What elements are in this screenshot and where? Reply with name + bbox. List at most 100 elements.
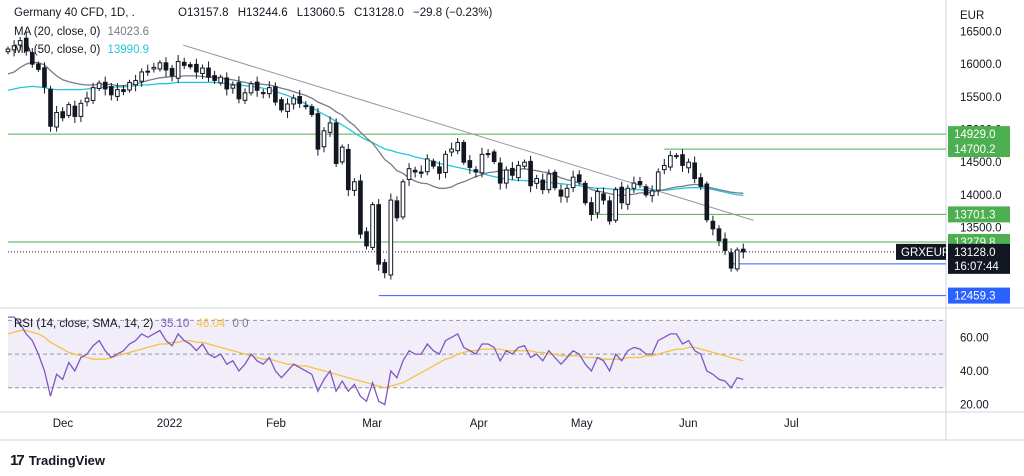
candle [376,204,382,265]
candle [522,161,527,167]
ma50-value: 13990.9 [107,44,150,56]
candle [655,171,661,191]
candle [102,81,108,90]
candle [17,40,23,46]
candle [497,162,503,184]
candle [187,64,193,68]
price-tick-label: 16000.0 [960,59,1002,71]
open-value: O13157.8 [178,7,229,19]
candle [619,186,625,204]
candle [279,99,284,111]
candle [358,180,363,235]
candle [194,63,199,73]
level-label-box [948,141,1010,158]
candle [84,97,90,103]
candle [333,122,339,164]
candle [260,92,266,95]
candle [740,248,746,253]
candle [686,161,691,169]
candle [200,67,205,75]
time-axis-label: Feb [266,418,286,430]
candle [181,61,187,66]
candle [212,75,217,81]
candle [394,200,400,219]
ma50-line [7,81,744,197]
candle [716,228,722,242]
symbol-tag-text: GRXEUR [901,247,950,259]
candle [23,37,29,52]
candle [528,160,533,187]
candle [552,171,558,189]
candle [400,181,406,218]
candle [631,182,637,189]
candle [11,45,17,51]
candle [139,71,145,82]
level-label-box [948,206,1010,223]
candle [418,171,424,174]
candle [169,67,175,77]
candle [175,60,181,79]
price-tick-label: 15500.0 [960,92,1002,104]
candle [370,204,375,248]
candle [42,67,47,88]
rsi-legend[interactable]: RSI (14, close, SMA, 14, 2) 35.10 46.04 … [14,318,249,330]
candle [661,164,667,171]
tradingview-logo-icon: 17 [10,452,25,469]
ma20-legend[interactable]: MA (20, close, 0) 14023.6 [14,26,149,38]
price-tag-box [948,243,1010,274]
ma50-legend[interactable]: MA (50, close, 0) 13990.9 [14,44,149,56]
candle [461,142,467,163]
candle [29,52,35,65]
candle [595,191,600,214]
candle [315,113,321,150]
candle [431,160,436,167]
candle [364,231,369,247]
candle [540,179,546,191]
candle [72,105,78,117]
candle [108,86,114,96]
candle [455,142,460,152]
candle [66,104,72,116]
currency-label: EUR [960,10,984,22]
rsi-line [8,316,744,406]
candle [564,187,570,198]
candle [254,81,260,91]
candle [674,155,679,158]
candle [668,155,673,168]
candle [285,103,290,112]
candle [570,176,576,189]
candle [309,106,315,115]
candle [206,67,211,78]
candle [516,164,521,179]
symbol-title[interactable]: Germany 40 CFD, 1D, . [14,7,135,19]
candle [710,220,716,230]
rsi-tick-label: 20.00 [960,400,989,412]
level-label-text: 12459.3 [954,291,996,303]
candle [406,168,412,180]
candle [728,252,734,269]
price-tick-label: 13500.0 [960,223,1002,235]
ma20-value: 14023.6 [107,26,150,38]
level-label-box [948,126,1010,143]
candle [5,48,11,53]
price-tick-label: 14000.0 [960,190,1002,202]
candle [443,153,448,174]
time-axis-label: Dec [53,418,74,430]
tradingview-logo[interactable]: 17 TradingView [10,452,105,469]
rsi-tick-label: 60.00 [960,332,989,344]
candle [236,82,242,100]
candle [534,178,539,184]
candle [680,154,685,166]
candle [60,111,66,119]
time-axis-label: Mar [362,418,382,430]
level-label-text: 14929.0 [954,129,996,141]
candle [145,70,151,73]
brand-name: TradingView [28,453,106,468]
candle [510,167,515,176]
candle [157,62,163,70]
candle [734,249,740,270]
candle [637,181,643,185]
candle [321,130,327,148]
price-tick-label: 14500.0 [960,157,1002,169]
